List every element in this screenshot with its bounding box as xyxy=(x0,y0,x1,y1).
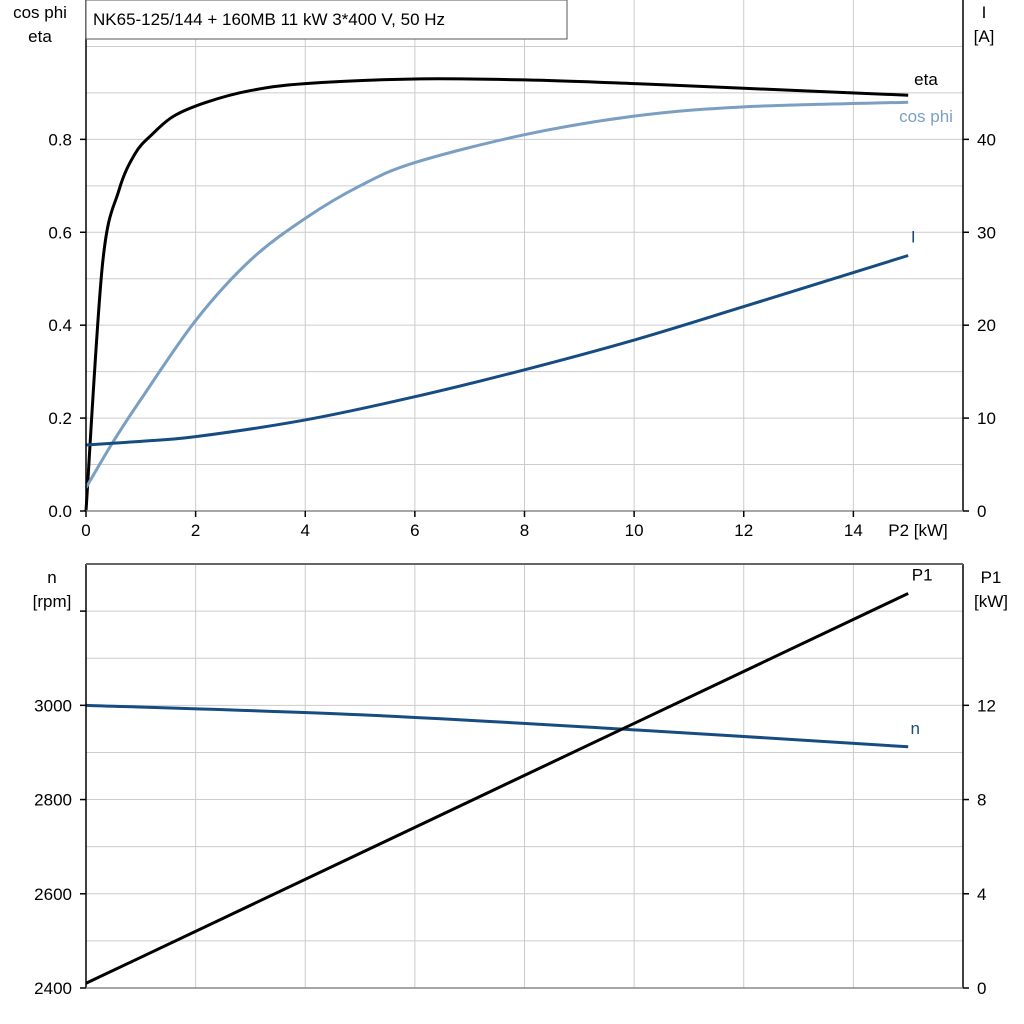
x-tick-label: 0 xyxy=(81,521,90,540)
right-tick-label: 10 xyxy=(977,409,996,428)
right-axis-label: I xyxy=(982,3,987,22)
right-tick-label: 12 xyxy=(977,696,996,715)
left-tick-label: 0.0 xyxy=(48,502,72,521)
right-tick-label: 0 xyxy=(977,979,986,998)
left-axis-label: eta xyxy=(28,27,52,46)
series-label-cos-phi: cos phi xyxy=(899,107,953,126)
left-tick-label: 3000 xyxy=(34,696,72,715)
left-tick-label: 2400 xyxy=(34,979,72,998)
right-tick-label: 30 xyxy=(977,223,996,242)
x-tick-label: 2 xyxy=(191,521,200,540)
series-label-I: I xyxy=(911,228,916,247)
x-tick-label: 8 xyxy=(520,521,529,540)
left-tick-label: 0.2 xyxy=(48,409,72,428)
x-tick-label: 12 xyxy=(734,521,753,540)
series-eta xyxy=(84,77,909,512)
chart-title: NK65-125/144 + 160MB 11 kW 3*400 V, 50 H… xyxy=(93,10,445,29)
left-tick-label: 0.6 xyxy=(48,223,72,242)
title-box xyxy=(85,0,568,40)
left-axis-label: [rpm] xyxy=(33,592,72,611)
x-tick-label: 10 xyxy=(625,521,644,540)
right-tick-label: 40 xyxy=(977,130,996,149)
x-tick-label: 14 xyxy=(844,521,863,540)
left-tick-label: 2600 xyxy=(34,885,72,904)
series-label-P1: P1 xyxy=(912,565,933,584)
series-label-n: n xyxy=(910,719,919,738)
left-tick-label: 0.8 xyxy=(48,130,72,149)
x-tick-label: 4 xyxy=(301,521,310,540)
left-tick-label: 0.4 xyxy=(48,316,72,335)
left-tick-label: 2800 xyxy=(34,791,72,810)
axes xyxy=(80,0,969,989)
right-axis-label: [A] xyxy=(974,27,995,46)
left-axis-label: cos phi xyxy=(13,3,67,22)
series-cos-phi xyxy=(84,100,909,489)
right-tick-label: 8 xyxy=(977,791,986,810)
right-tick-label: 0 xyxy=(977,502,986,521)
x-tick-label: 6 xyxy=(410,521,419,540)
left-axis-label: n xyxy=(47,568,56,587)
series-I xyxy=(85,254,909,447)
right-axis-label: [kW] xyxy=(974,592,1008,611)
x-axis-label: P2 [kW] xyxy=(888,521,948,540)
grid-bottom xyxy=(86,564,963,988)
series-label-eta: eta xyxy=(914,70,938,89)
series-n xyxy=(85,703,909,749)
curves xyxy=(84,77,909,985)
series-P1 xyxy=(85,592,909,985)
right-tick-label: 4 xyxy=(977,885,986,904)
right-axis-label: P1 xyxy=(981,568,1002,587)
right-tick-label: 20 xyxy=(977,316,996,335)
